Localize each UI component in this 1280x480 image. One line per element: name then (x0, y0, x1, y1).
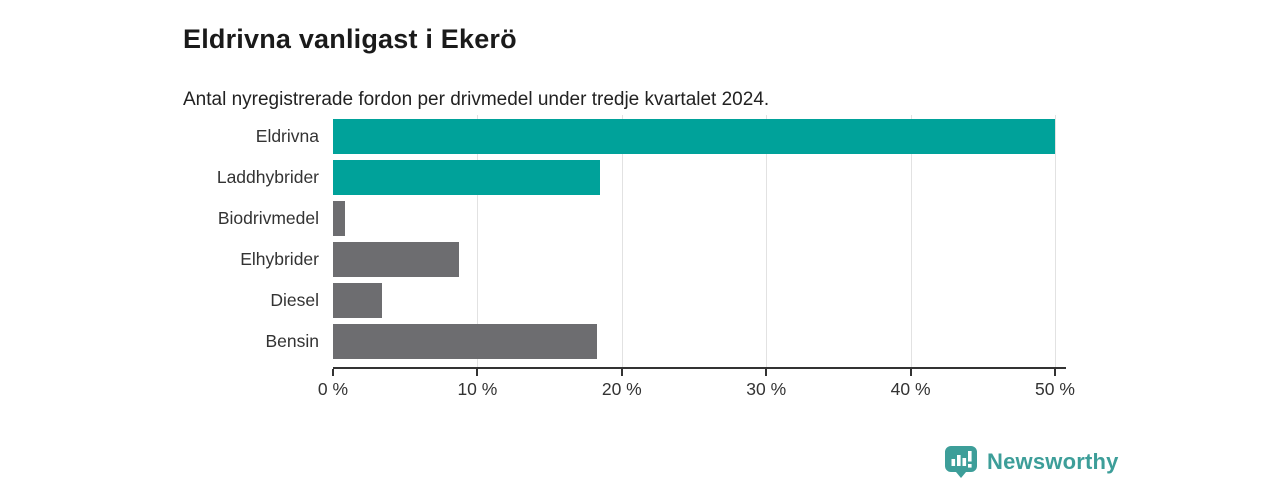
x-tick-20 (620, 369, 623, 376)
bar-diesel (333, 283, 383, 318)
x-tick-label-10: 10 % (457, 379, 498, 399)
category-label-eldrivna: Eldrivna (255, 126, 319, 146)
x-tick-label-0: 0 % (317, 379, 349, 399)
category-label-laddhybrider: Laddhybrider (216, 167, 319, 187)
brand-footer: Newsworthy (944, 445, 1119, 479)
category-label-diesel: Diesel (270, 290, 319, 310)
category-labels: Eldrivna Laddhybrider Biodrivmedel Elhybrid… (0, 115, 319, 367)
x-tick-label-40: 40 % (890, 379, 931, 399)
x-tick-label-20: 20 % (601, 379, 642, 399)
bar-bensin (333, 324, 598, 359)
bar-laddhybrider (333, 160, 601, 195)
newsworthy-logo-icon (945, 446, 977, 478)
bar-biodrivmedel (333, 201, 345, 236)
x-tick-40 (909, 369, 912, 376)
x-tick-0 (332, 369, 334, 376)
gridline-10 (477, 115, 479, 367)
category-label-biodrivmedel: Biodrivmedel (217, 208, 319, 228)
gridline-40 (910, 115, 912, 367)
category-label-elhybrider: Elhybrider (240, 249, 319, 269)
gridline-30 (766, 115, 768, 367)
bar-eldrivna (333, 119, 1055, 154)
x-tick-10 (476, 369, 479, 376)
gridline-20 (621, 115, 623, 367)
page-title: Eldrivna vanligast i Ekerö (183, 24, 517, 55)
x-axis-line (333, 367, 1066, 369)
brand-name: Newsworthy (987, 449, 1119, 474)
x-tick-50 (1054, 369, 1056, 376)
bar-elhybrider (333, 242, 459, 277)
plot-area: 0 % 10 % 20 % 30 % 40 % 50 % (318, 115, 1075, 399)
category-label-bensin: Bensin (265, 331, 319, 351)
gridline-50 (1055, 115, 1056, 367)
chart-subtitle: Antal nyregistrerade fordon per drivmede… (183, 89, 770, 110)
x-tick-label-30: 30 % (746, 379, 787, 399)
x-tick-30 (765, 369, 768, 376)
x-tick-label-50: 50 % (1035, 379, 1075, 399)
